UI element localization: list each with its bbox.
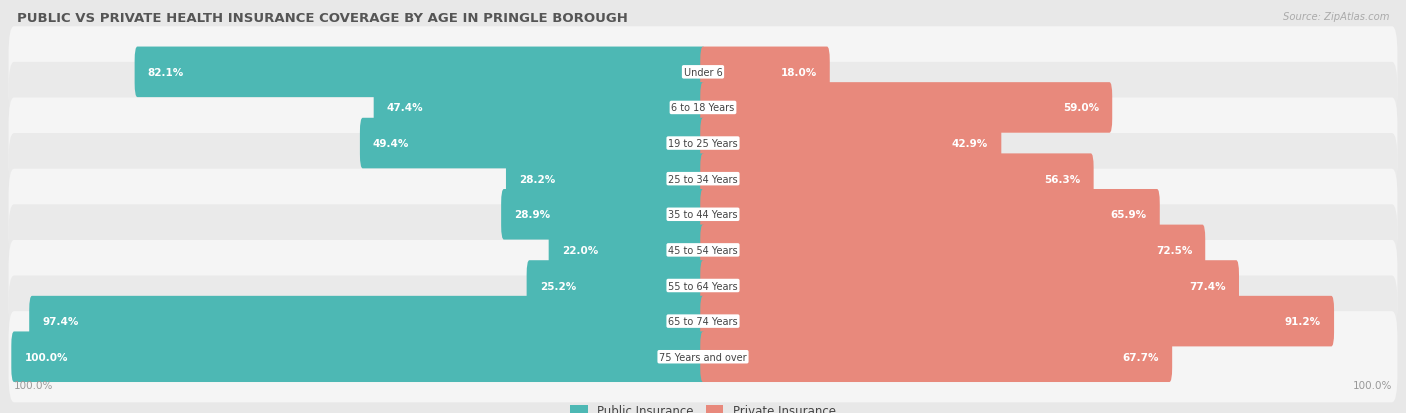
FancyBboxPatch shape [700, 190, 1160, 240]
FancyBboxPatch shape [8, 98, 1398, 189]
Text: 100.0%: 100.0% [24, 352, 67, 362]
Text: 67.7%: 67.7% [1122, 352, 1159, 362]
Text: Source: ZipAtlas.com: Source: ZipAtlas.com [1282, 12, 1389, 22]
FancyBboxPatch shape [360, 119, 706, 169]
FancyBboxPatch shape [8, 276, 1398, 367]
FancyBboxPatch shape [700, 119, 1001, 169]
Legend: Public Insurance, Private Insurance: Public Insurance, Private Insurance [571, 404, 835, 413]
FancyBboxPatch shape [548, 225, 706, 275]
FancyBboxPatch shape [8, 27, 1398, 118]
Text: 56.3%: 56.3% [1045, 174, 1081, 184]
Text: 97.4%: 97.4% [42, 316, 79, 326]
Text: Under 6: Under 6 [683, 68, 723, 78]
FancyBboxPatch shape [135, 47, 706, 98]
Text: 100.0%: 100.0% [14, 380, 53, 390]
Text: 28.2%: 28.2% [519, 174, 555, 184]
Text: 42.9%: 42.9% [952, 139, 988, 149]
FancyBboxPatch shape [8, 205, 1398, 296]
FancyBboxPatch shape [700, 296, 1334, 347]
Text: 55 to 64 Years: 55 to 64 Years [668, 281, 738, 291]
FancyBboxPatch shape [527, 261, 706, 311]
FancyBboxPatch shape [8, 134, 1398, 225]
Text: 35 to 44 Years: 35 to 44 Years [668, 210, 738, 220]
Text: 19 to 25 Years: 19 to 25 Years [668, 139, 738, 149]
FancyBboxPatch shape [700, 154, 1094, 204]
Text: 18.0%: 18.0% [780, 68, 817, 78]
FancyBboxPatch shape [11, 332, 706, 382]
Text: 45 to 54 Years: 45 to 54 Years [668, 245, 738, 255]
Text: 91.2%: 91.2% [1285, 316, 1322, 326]
FancyBboxPatch shape [8, 169, 1398, 260]
FancyBboxPatch shape [8, 63, 1398, 154]
Text: 59.0%: 59.0% [1063, 103, 1099, 113]
FancyBboxPatch shape [501, 190, 706, 240]
Text: 25.2%: 25.2% [540, 281, 576, 291]
Text: 100.0%: 100.0% [1353, 380, 1392, 390]
FancyBboxPatch shape [8, 311, 1398, 402]
FancyBboxPatch shape [700, 83, 1112, 133]
Text: 47.4%: 47.4% [387, 103, 423, 113]
Text: 82.1%: 82.1% [148, 68, 184, 78]
Text: 49.4%: 49.4% [373, 139, 409, 149]
FancyBboxPatch shape [30, 296, 706, 347]
FancyBboxPatch shape [700, 47, 830, 98]
Text: 22.0%: 22.0% [562, 245, 598, 255]
Text: 6 to 18 Years: 6 to 18 Years [672, 103, 734, 113]
Text: 77.4%: 77.4% [1189, 281, 1226, 291]
Text: 25 to 34 Years: 25 to 34 Years [668, 174, 738, 184]
FancyBboxPatch shape [700, 332, 1173, 382]
FancyBboxPatch shape [506, 154, 706, 204]
FancyBboxPatch shape [8, 240, 1398, 331]
Text: 75 Years and over: 75 Years and over [659, 352, 747, 362]
Text: PUBLIC VS PRIVATE HEALTH INSURANCE COVERAGE BY AGE IN PRINGLE BOROUGH: PUBLIC VS PRIVATE HEALTH INSURANCE COVER… [17, 12, 627, 25]
Text: 65 to 74 Years: 65 to 74 Years [668, 316, 738, 326]
Text: 28.9%: 28.9% [515, 210, 550, 220]
FancyBboxPatch shape [700, 225, 1205, 275]
Text: 65.9%: 65.9% [1111, 210, 1147, 220]
FancyBboxPatch shape [374, 83, 706, 133]
FancyBboxPatch shape [700, 261, 1239, 311]
Text: 72.5%: 72.5% [1156, 245, 1192, 255]
